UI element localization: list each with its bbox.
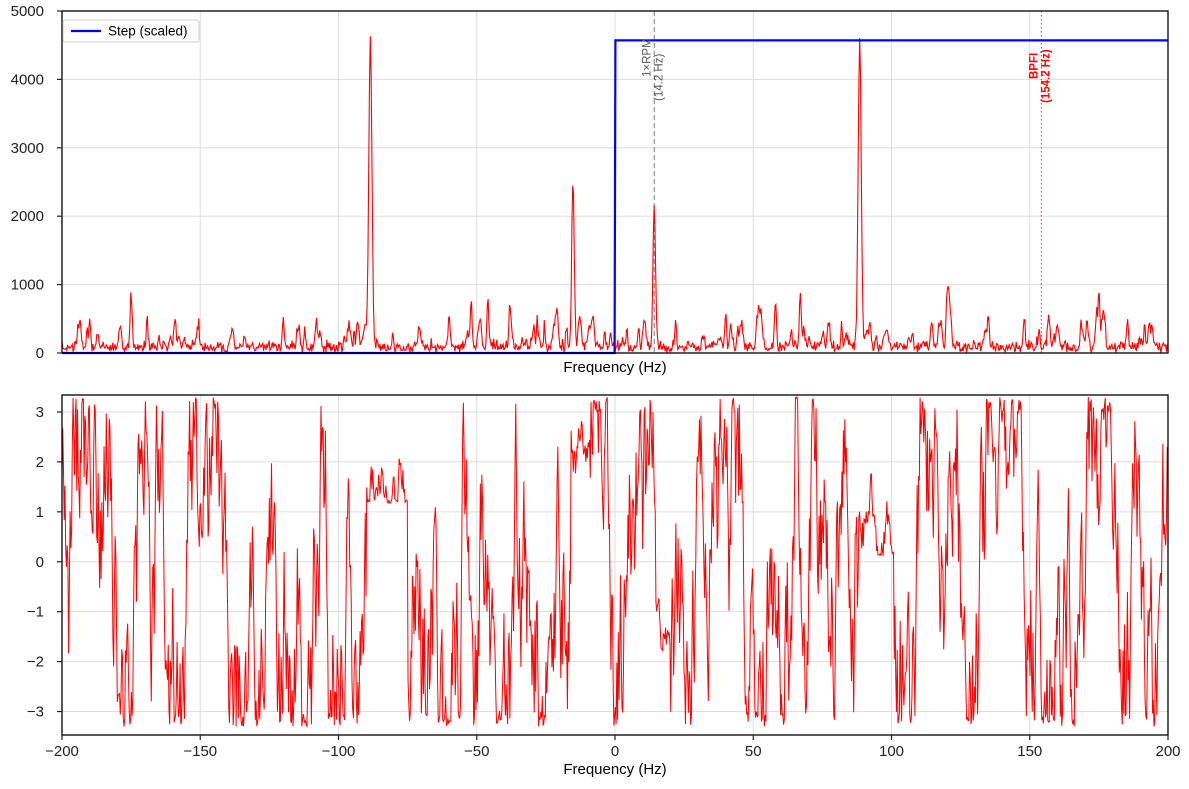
svg-text:1: 1 bbox=[36, 504, 44, 521]
svg-text:2000: 2000 bbox=[11, 208, 44, 225]
svg-text:Frequency (Hz): Frequency (Hz) bbox=[563, 761, 666, 778]
svg-text:2: 2 bbox=[36, 454, 44, 471]
svg-text:50: 50 bbox=[745, 743, 762, 760]
svg-text:100: 100 bbox=[879, 743, 904, 760]
svg-text:Step (scaled): Step (scaled) bbox=[108, 24, 188, 39]
svg-text:150: 150 bbox=[1017, 743, 1042, 760]
svg-text:−200: −200 bbox=[45, 743, 79, 760]
svg-text:1000: 1000 bbox=[11, 277, 44, 294]
svg-text:0: 0 bbox=[36, 345, 44, 362]
svg-text:1×RPM: 1×RPM bbox=[641, 38, 653, 77]
svg-text:0: 0 bbox=[36, 554, 44, 571]
svg-text:4000: 4000 bbox=[11, 71, 44, 88]
svg-text:−1: −1 bbox=[27, 604, 44, 621]
svg-text:BPFI: BPFI bbox=[1028, 53, 1040, 79]
svg-text:−150: −150 bbox=[183, 743, 217, 760]
svg-text:3: 3 bbox=[36, 404, 44, 421]
svg-text:5000: 5000 bbox=[11, 3, 44, 20]
svg-text:3000: 3000 bbox=[11, 140, 44, 157]
svg-text:200: 200 bbox=[1155, 743, 1180, 760]
svg-text:−100: −100 bbox=[322, 743, 356, 760]
svg-text:−2: −2 bbox=[27, 654, 44, 671]
svg-text:−3: −3 bbox=[27, 704, 44, 721]
svg-text:0: 0 bbox=[611, 743, 619, 760]
svg-text:(154.2 Hz): (154.2 Hz) bbox=[1040, 49, 1052, 103]
svg-text:−50: −50 bbox=[464, 743, 489, 760]
svg-text:Frequency (Hz): Frequency (Hz) bbox=[563, 359, 666, 376]
svg-text:(14.2 Hz): (14.2 Hz) bbox=[653, 54, 665, 101]
